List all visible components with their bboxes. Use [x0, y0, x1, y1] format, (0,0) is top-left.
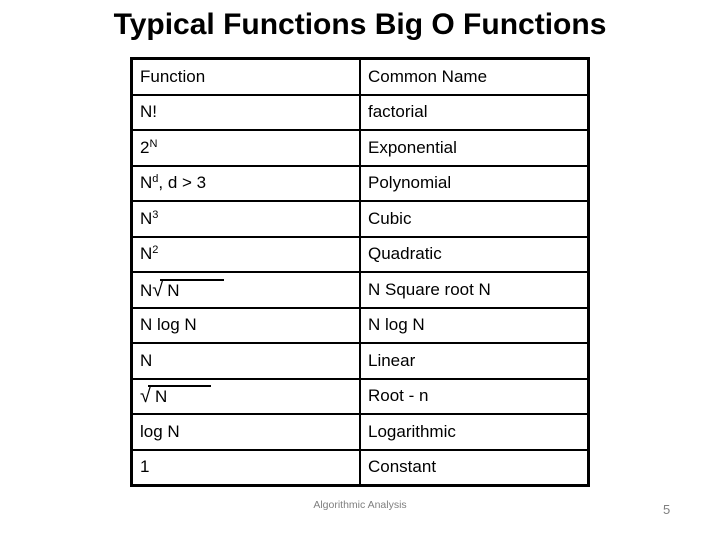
common-name-column-header: Common Name — [359, 57, 590, 96]
superscript: 3 — [152, 208, 159, 221]
common-name-cell: Quadratic — [359, 235, 590, 273]
table-header-row: Function Common Name — [130, 57, 590, 96]
common-name-cell: Linear — [359, 342, 590, 380]
function-cell: N — [130, 342, 361, 380]
footer-text: Algorithmic Analysis — [313, 499, 407, 511]
radical-icon: √ — [152, 278, 164, 301]
function-cell: 1 — [130, 448, 361, 487]
function-cell: √ N — [130, 377, 361, 415]
table-row: N Linear — [130, 342, 590, 380]
table-row: N3 Cubic — [130, 200, 590, 238]
common-name-cell: factorial — [359, 93, 590, 131]
superscript: N — [149, 137, 158, 150]
common-name-cell: Cubic — [359, 200, 590, 238]
square-root-expression: √ N — [140, 385, 212, 408]
function-column-header: Function — [130, 57, 361, 96]
function-cell: 2N — [130, 129, 361, 167]
function-cell: N! — [130, 93, 361, 131]
function-cell: Nd, d > 3 — [130, 164, 361, 202]
common-name-cell: N log N — [359, 306, 590, 344]
common-name-cell: Exponential — [359, 129, 590, 167]
radical-icon: √ — [140, 385, 151, 408]
radicand: N — [147, 385, 212, 407]
square-root-expression: √ N — [152, 278, 224, 301]
table-row: N2 Quadratic — [130, 235, 590, 273]
function-cell: log N — [130, 413, 361, 451]
function-cell: N√ N — [130, 271, 361, 309]
page-number: 5 — [663, 502, 671, 517]
table-row: 1 Constant — [130, 448, 590, 487]
common-name-cell: Logarithmic — [359, 413, 590, 451]
radicand: N — [160, 278, 224, 301]
superscript: d — [152, 173, 159, 186]
slide-title: Typical Functions Big O Functions — [113, 8, 607, 41]
function-cell: N3 — [130, 200, 361, 238]
function-cell: N2 — [130, 235, 361, 273]
table-row: N! factorial — [130, 93, 590, 131]
functions-table: Function Common Name N! factorial 2N Expone… — [130, 57, 590, 487]
common-name-cell: Polynomial — [359, 164, 590, 202]
table-row: log N Logarithmic — [130, 413, 590, 451]
superscript: 2 — [152, 244, 159, 257]
table-row: Nd, d > 3 Polynomial — [130, 164, 590, 202]
table-row: 2N Exponential — [130, 129, 590, 167]
function-cell: N log N — [130, 306, 361, 344]
common-name-cell: Constant — [359, 448, 590, 487]
common-name-cell: N Square root N — [359, 271, 590, 309]
table-row: √ N Root - n — [130, 377, 590, 415]
common-name-cell: Root - n — [359, 377, 590, 415]
table-row: N√ N N Square root N — [130, 271, 590, 309]
